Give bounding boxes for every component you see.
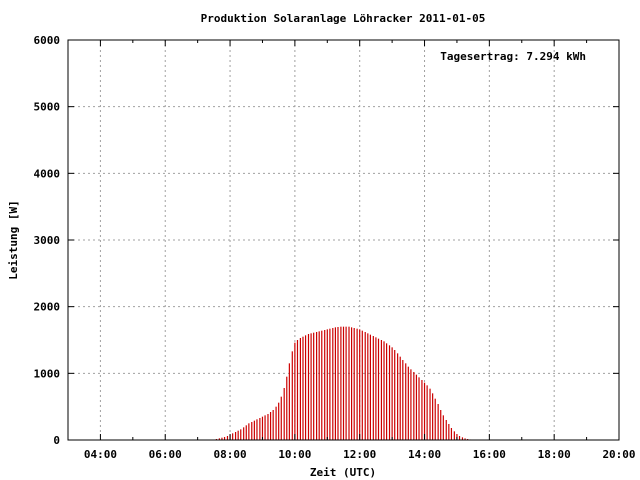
x-tick-label: 10:00: [278, 448, 311, 461]
y-tick-label: 4000: [34, 167, 61, 180]
x-tick-label: 06:00: [149, 448, 182, 461]
y-tick-label: 1000: [34, 367, 61, 380]
x-tick-label: 08:00: [213, 448, 246, 461]
x-tick-label: 18:00: [538, 448, 571, 461]
y-tick-label: 2000: [34, 301, 61, 314]
x-tick-label: 20:00: [602, 448, 635, 461]
y-tick-label: 3000: [34, 234, 61, 247]
grid-lines: [68, 40, 619, 440]
y-tick-label: 5000: [34, 101, 61, 114]
x-axis-title: Zeit (UTC): [310, 466, 376, 479]
daily-yield-annotation: Tagesertrag: 7.294 kWh: [440, 50, 586, 63]
plot-frame: [67, 39, 620, 441]
y-tick-label: 0: [53, 434, 60, 447]
x-tick-label: 14:00: [408, 448, 441, 461]
x-tick-label: 16:00: [473, 448, 506, 461]
y-axis-title: Leistung [W]: [7, 200, 20, 279]
power-bars: [213, 326, 474, 440]
axis-ticks: 0 1000 2000 3000 4000 5000 6000 04:00 06:00 08:00…: [34, 34, 636, 461]
y-tick-label: 6000: [34, 34, 61, 47]
x-tick-label: 04:00: [84, 448, 117, 461]
chart-title: Produktion Solaranlage Löhracker 2011-01…: [201, 12, 486, 25]
x-tick-label: 12:00: [343, 448, 376, 461]
